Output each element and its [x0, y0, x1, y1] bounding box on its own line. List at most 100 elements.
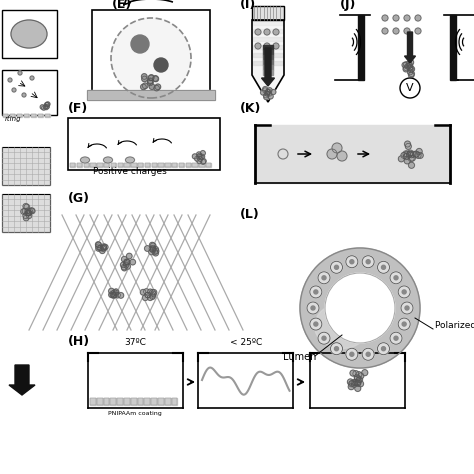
- Bar: [111, 163, 116, 167]
- Bar: [87, 90, 215, 100]
- Text: (G): (G): [68, 192, 90, 205]
- Circle shape: [355, 375, 361, 382]
- Circle shape: [153, 248, 159, 254]
- Circle shape: [347, 379, 354, 385]
- Circle shape: [29, 208, 35, 214]
- Text: Lumen: Lumen: [283, 352, 317, 362]
- Circle shape: [147, 78, 153, 83]
- Circle shape: [150, 294, 155, 300]
- FancyArrow shape: [9, 365, 35, 395]
- Bar: [165, 163, 171, 167]
- Text: (L): (L): [240, 208, 260, 221]
- Text: < 25ºC: < 25ºC: [230, 338, 262, 347]
- Circle shape: [154, 58, 168, 72]
- Circle shape: [335, 346, 338, 351]
- Circle shape: [26, 210, 32, 216]
- Bar: [92, 10, 210, 98]
- Circle shape: [96, 242, 101, 248]
- Circle shape: [197, 153, 202, 158]
- Circle shape: [407, 65, 412, 71]
- Circle shape: [27, 209, 33, 214]
- Circle shape: [377, 343, 390, 355]
- Bar: [110, 398, 116, 405]
- Bar: [2, 194, 50, 232]
- Circle shape: [149, 75, 154, 80]
- Circle shape: [390, 332, 402, 344]
- Bar: [253, 37, 283, 41]
- Circle shape: [23, 203, 28, 209]
- Circle shape: [23, 213, 28, 219]
- Circle shape: [150, 246, 156, 252]
- Circle shape: [413, 151, 419, 157]
- Bar: [165, 398, 171, 405]
- Bar: [124, 163, 130, 167]
- Circle shape: [413, 151, 419, 157]
- Circle shape: [23, 215, 29, 221]
- Circle shape: [349, 380, 356, 386]
- Circle shape: [40, 105, 45, 109]
- Circle shape: [44, 105, 48, 109]
- Bar: [97, 163, 103, 167]
- Circle shape: [22, 93, 26, 97]
- Circle shape: [405, 64, 410, 69]
- Circle shape: [153, 250, 158, 256]
- Circle shape: [100, 246, 106, 251]
- FancyArrow shape: [404, 32, 416, 63]
- Bar: [2, 10, 57, 58]
- Circle shape: [352, 379, 358, 385]
- Bar: [131, 163, 137, 167]
- Circle shape: [148, 75, 154, 81]
- Circle shape: [201, 159, 206, 164]
- Bar: [104, 163, 109, 167]
- Circle shape: [318, 272, 330, 284]
- Circle shape: [26, 210, 31, 216]
- Ellipse shape: [126, 157, 135, 163]
- Circle shape: [115, 292, 120, 298]
- Circle shape: [121, 256, 127, 262]
- Circle shape: [45, 102, 49, 107]
- Circle shape: [197, 159, 202, 164]
- Text: (K): (K): [240, 102, 261, 115]
- Circle shape: [201, 159, 206, 164]
- Circle shape: [408, 155, 414, 162]
- Bar: [3, 114, 9, 117]
- Circle shape: [264, 93, 268, 98]
- Circle shape: [197, 154, 201, 159]
- Circle shape: [152, 249, 158, 255]
- Circle shape: [357, 381, 364, 387]
- Circle shape: [255, 43, 261, 49]
- Bar: [104, 398, 109, 405]
- Circle shape: [307, 302, 319, 314]
- Circle shape: [131, 35, 149, 53]
- Circle shape: [346, 255, 358, 268]
- Circle shape: [142, 76, 147, 82]
- Polygon shape: [252, 20, 284, 102]
- Bar: [3, 114, 9, 117]
- Circle shape: [118, 292, 124, 298]
- Circle shape: [407, 150, 413, 156]
- Circle shape: [143, 295, 148, 301]
- Circle shape: [409, 72, 414, 78]
- Bar: [110, 398, 116, 405]
- Text: Polarized monolayers: Polarized monolayers: [435, 321, 474, 330]
- Circle shape: [406, 64, 411, 69]
- Circle shape: [354, 379, 359, 385]
- Circle shape: [101, 245, 107, 250]
- Circle shape: [145, 292, 150, 298]
- Bar: [158, 398, 164, 405]
- Bar: [263, 65, 273, 70]
- Circle shape: [263, 87, 268, 91]
- Bar: [206, 163, 211, 167]
- Circle shape: [406, 61, 412, 67]
- Circle shape: [273, 29, 279, 35]
- Circle shape: [366, 352, 370, 356]
- Circle shape: [402, 62, 408, 68]
- Circle shape: [98, 245, 103, 251]
- Bar: [90, 398, 96, 405]
- Circle shape: [404, 151, 410, 157]
- Bar: [124, 398, 130, 405]
- Text: (E): (E): [112, 0, 132, 11]
- Circle shape: [101, 244, 107, 249]
- Circle shape: [198, 156, 203, 162]
- Bar: [253, 29, 283, 33]
